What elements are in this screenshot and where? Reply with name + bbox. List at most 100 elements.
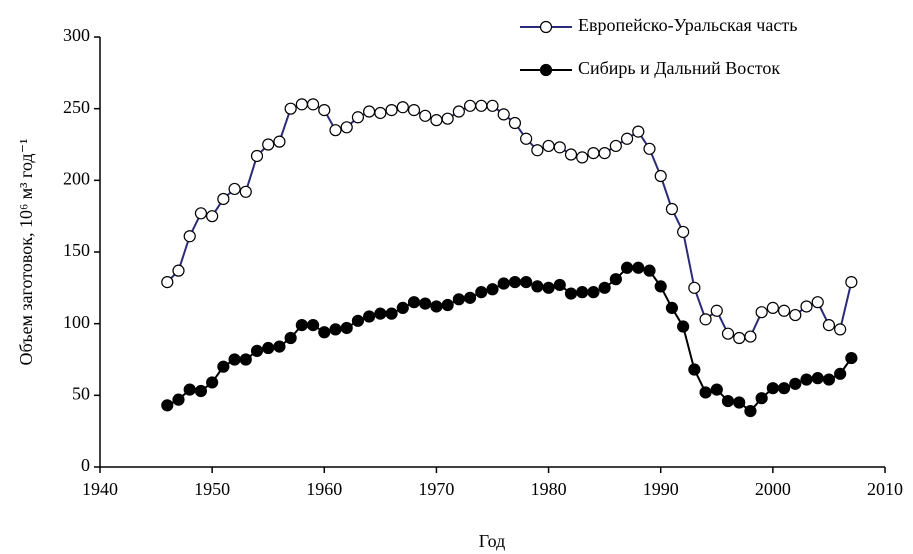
data-point (161, 399, 174, 412)
data-point (407, 103, 421, 117)
data-point (217, 192, 230, 206)
data-point (419, 297, 432, 310)
data-point (643, 264, 656, 277)
data-point (665, 301, 679, 314)
data-point (396, 301, 409, 314)
data-point (744, 405, 757, 418)
data-point (497, 277, 510, 290)
data-point (228, 182, 241, 196)
data-point (295, 98, 308, 111)
y-tick-label: 250 (63, 97, 90, 117)
x-tick-label: 1970 (418, 479, 454, 499)
data-point (744, 330, 757, 343)
data-point (441, 112, 454, 125)
data-point (587, 286, 600, 299)
data-point (699, 313, 712, 326)
data-point (385, 103, 398, 117)
data-point (262, 138, 275, 151)
data-point (250, 344, 264, 357)
data-point (194, 207, 208, 220)
data-point (677, 225, 690, 239)
data-point (811, 372, 824, 385)
data-point (766, 301, 779, 314)
data-point (834, 367, 847, 380)
data-point (542, 281, 555, 294)
data-point (172, 264, 185, 277)
data-point (632, 125, 645, 138)
y-tick-label: 300 (63, 25, 90, 45)
y-tick-label: 200 (63, 168, 90, 188)
data-point (755, 306, 768, 319)
data-point (609, 139, 622, 153)
y-axis-label: Объем заготовок, 10⁶ м³ год⁻¹ (16, 139, 36, 366)
data-point (520, 276, 533, 289)
data-point (845, 351, 858, 365)
data-point (609, 273, 622, 286)
x-axis-label: Год (479, 531, 505, 551)
data-point (463, 99, 477, 112)
data-point (396, 101, 409, 114)
x-tick-label: 1940 (82, 479, 118, 499)
data-point (239, 353, 252, 366)
data-point (654, 169, 667, 183)
data-point (598, 147, 611, 160)
data-point (419, 109, 432, 122)
data-point (318, 103, 331, 117)
data-point (755, 392, 768, 405)
data-point (800, 300, 813, 313)
data-point (564, 148, 578, 161)
data-point (284, 331, 297, 345)
data-point (385, 307, 398, 320)
data-point (318, 326, 331, 339)
data-point (486, 99, 499, 112)
data-point (789, 308, 802, 322)
data-point (733, 331, 746, 345)
data-point (329, 323, 342, 336)
data-point (351, 111, 365, 124)
x-tick-label: 2000 (755, 479, 791, 499)
data-point (688, 363, 701, 376)
data-point (363, 310, 376, 323)
data-point (620, 261, 634, 274)
data-point (452, 293, 465, 306)
data-point (374, 307, 387, 320)
data-point (587, 147, 600, 160)
data-point (710, 383, 723, 396)
data-point (239, 185, 252, 198)
legend-marker (539, 63, 553, 77)
data-point (508, 116, 522, 130)
y-tick-label: 0 (81, 455, 90, 475)
x-tick-label: 1980 (531, 479, 567, 499)
data-point (183, 383, 196, 396)
data-point (576, 151, 589, 164)
data-point (206, 376, 219, 389)
data-point (486, 283, 499, 296)
data-point (295, 319, 308, 332)
x-tick-label: 1990 (643, 479, 679, 499)
data-point (822, 319, 836, 332)
data-point (183, 230, 196, 243)
data-point (733, 396, 746, 409)
data-point (508, 276, 522, 289)
data-point (306, 98, 320, 111)
data-point (576, 286, 589, 299)
data-point (710, 304, 723, 317)
data-point (665, 202, 679, 216)
data-point (430, 114, 443, 127)
data-point (721, 327, 735, 340)
data-point (531, 280, 544, 293)
data-point (161, 276, 174, 289)
data-point (632, 261, 645, 274)
legend-label: Европейско-Уральская часть (578, 15, 797, 35)
data-point (822, 373, 836, 386)
data-point (475, 286, 488, 299)
data-point (340, 321, 353, 335)
data-point (430, 300, 443, 313)
data-point (564, 287, 578, 300)
data-point (834, 323, 847, 336)
data-point (452, 105, 465, 118)
x-tick-label: 1960 (306, 479, 342, 499)
data-point (721, 394, 735, 408)
data-point (811, 296, 824, 309)
data-point (206, 210, 219, 223)
